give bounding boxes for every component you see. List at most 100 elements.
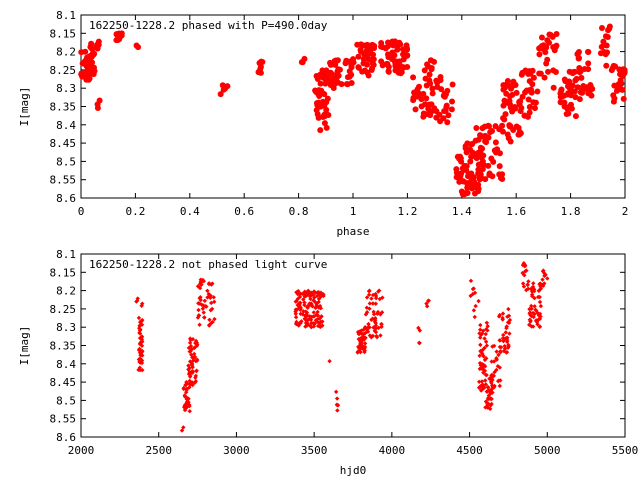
- data-point: [311, 289, 317, 294]
- data-point: [489, 128, 496, 135]
- data-point: [481, 354, 486, 359]
- data-point: [584, 48, 591, 55]
- data-point: [375, 309, 381, 315]
- data-point: [367, 42, 374, 49]
- data-point: [335, 66, 342, 73]
- data-point: [468, 278, 474, 284]
- data-point: [445, 112, 452, 119]
- data-point: [187, 378, 192, 384]
- data-point: [350, 56, 357, 63]
- data-point: [308, 296, 313, 302]
- data-point: [338, 81, 345, 88]
- data-point: [417, 328, 423, 333]
- data-point: [542, 49, 549, 56]
- data-point: [374, 334, 380, 340]
- data-point: [187, 409, 192, 414]
- data-point: [442, 107, 449, 114]
- data-point: [138, 327, 143, 332]
- data-point: [188, 336, 193, 341]
- data-point: [527, 311, 532, 316]
- data-point: [506, 320, 512, 326]
- phased-light-curve-plot: 0 0.2 0.4 0.6 0.8 1 1.2 1.4 1.6 1.8 2 8.18.158.28.…: [18, 9, 628, 238]
- x-tick-label: 3500: [301, 444, 328, 457]
- data-points: [134, 261, 550, 433]
- data-point: [207, 322, 212, 328]
- data-point: [502, 84, 509, 91]
- data-point: [330, 80, 337, 87]
- y-tick-label: 8.45: [50, 376, 77, 389]
- data-point: [540, 269, 546, 274]
- data-point: [330, 85, 337, 92]
- data-point: [468, 293, 473, 299]
- data-point: [498, 349, 503, 354]
- data-point: [354, 41, 361, 48]
- data-point: [79, 60, 86, 67]
- data-point: [536, 288, 542, 294]
- data-point: [478, 332, 484, 338]
- data-point: [136, 315, 142, 321]
- data-point: [306, 303, 312, 308]
- data-point: [437, 77, 444, 84]
- data-point: [429, 90, 436, 97]
- data-point: [464, 190, 471, 197]
- data-point: [482, 336, 487, 341]
- data-point: [187, 349, 192, 354]
- data-point: [365, 329, 371, 334]
- plot-title: 162250-1228.2 not phased light curve: [89, 258, 327, 271]
- data-point: [333, 74, 340, 81]
- data-point: [500, 311, 506, 316]
- data-point: [318, 319, 323, 325]
- data-point: [187, 403, 192, 409]
- data-point: [135, 296, 140, 301]
- data-point: [116, 34, 123, 41]
- data-point: [293, 309, 298, 314]
- y-tick-labels: 8.1 8.15 8.2 8.25 8.3 8.35 8.4 8.45 8.5 8.55 8.6: [50, 9, 77, 205]
- data-point: [538, 314, 543, 319]
- data-point: [426, 111, 433, 118]
- plot-frame: [80, 253, 626, 438]
- data-point: [506, 97, 513, 104]
- data-point: [361, 51, 368, 58]
- data-point: [449, 81, 456, 88]
- data-point: [492, 139, 499, 146]
- data-point: [358, 343, 364, 349]
- y-tick-label: 8.5: [56, 394, 76, 407]
- data-point: [427, 57, 434, 64]
- data-point: [500, 336, 506, 341]
- data-point: [179, 428, 185, 433]
- data-point: [298, 311, 303, 317]
- data-point: [531, 281, 536, 286]
- y-tick-label: 8.3: [56, 82, 76, 95]
- data-point: [598, 43, 605, 50]
- data-point: [553, 31, 560, 38]
- data-point: [517, 130, 524, 137]
- data-point: [137, 330, 142, 336]
- data-point: [200, 306, 206, 311]
- data-point: [137, 323, 142, 329]
- data-point: [533, 307, 538, 312]
- data-point: [470, 286, 476, 292]
- data-point: [497, 365, 502, 370]
- data-point: [480, 382, 486, 388]
- data-point: [468, 180, 475, 187]
- data-point: [463, 163, 470, 170]
- data-point: [484, 327, 489, 332]
- data-point: [478, 327, 483, 332]
- data-point: [538, 34, 545, 41]
- data-point: [367, 49, 374, 56]
- data-point: [490, 158, 497, 165]
- data-point: [530, 74, 537, 81]
- data-point: [553, 42, 560, 49]
- data-point: [321, 102, 328, 109]
- data-point: [557, 99, 564, 106]
- data-point: [360, 60, 367, 67]
- data-point: [301, 297, 306, 302]
- data-point: [587, 82, 594, 89]
- data-point: [482, 132, 489, 139]
- data-point: [417, 340, 422, 346]
- data-point: [513, 89, 520, 96]
- data-point: [85, 55, 92, 62]
- data-point: [186, 400, 191, 405]
- data-point: [505, 335, 510, 340]
